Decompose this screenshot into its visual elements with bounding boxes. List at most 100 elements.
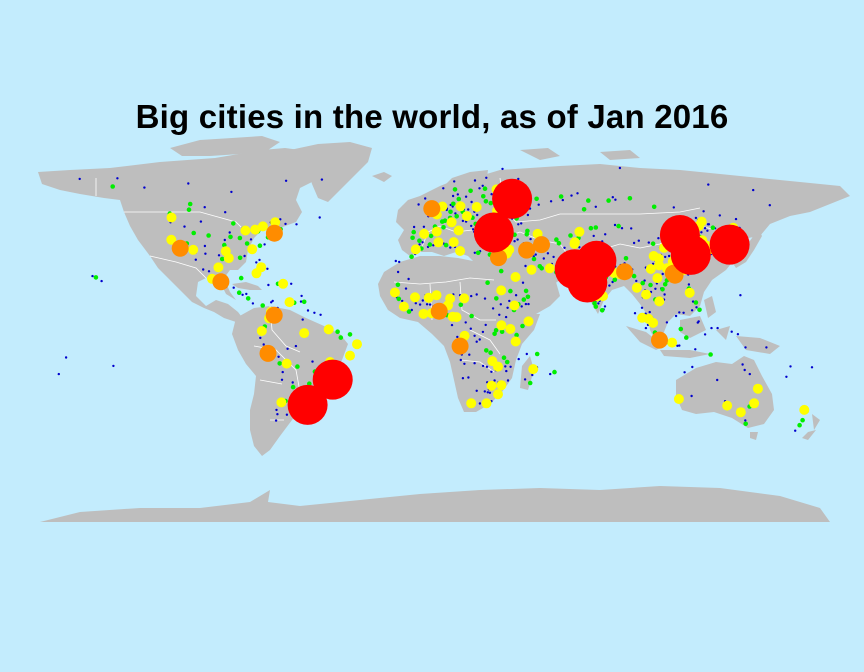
land-masses bbox=[38, 136, 850, 522]
city-marker-tier4-86 bbox=[539, 266, 544, 271]
city-marker-tier5-119 bbox=[614, 198, 617, 201]
city-marker-tier4-135 bbox=[406, 309, 412, 314]
city-marker-tier5-405 bbox=[459, 358, 462, 362]
city-marker-tier3-122 bbox=[523, 316, 534, 327]
city-marker-tier5-359 bbox=[521, 281, 525, 284]
city-marker-tier4-157 bbox=[498, 268, 504, 274]
city-marker-tier4-54 bbox=[452, 187, 458, 192]
city-marker-tier1-6 bbox=[492, 178, 533, 219]
city-marker-tier4-43 bbox=[410, 235, 415, 241]
city-marker-tier3-134 bbox=[799, 404, 810, 415]
city-marker-tier3-26 bbox=[323, 324, 334, 335]
city-marker-tier5-451 bbox=[716, 378, 719, 382]
city-marker-tier3-36 bbox=[455, 201, 466, 212]
city-marker-tier3-2 bbox=[270, 217, 281, 228]
city-marker-tier3-8 bbox=[220, 246, 231, 257]
city-marker-tier5-43 bbox=[280, 378, 284, 381]
city-marker-tier5-286 bbox=[613, 223, 617, 227]
city-marker-tier4-24 bbox=[277, 361, 283, 366]
city-marker-tier5-129 bbox=[517, 177, 520, 181]
city-marker-tier2-13 bbox=[423, 200, 441, 218]
city-marker-tier5-67 bbox=[306, 309, 310, 312]
city-marker-tier5-465 bbox=[789, 365, 792, 368]
city-marker-tier5-336 bbox=[284, 179, 288, 182]
city-marker-tier4-155 bbox=[494, 296, 499, 301]
city-marker-tier3-5 bbox=[166, 234, 177, 245]
city-marker-tier5-147 bbox=[470, 224, 473, 228]
city-marker-tier4-8 bbox=[244, 241, 250, 246]
city-marker-tier5-456 bbox=[785, 375, 788, 378]
city-marker-tier4-72 bbox=[627, 196, 633, 201]
city-marker-tier5-424 bbox=[478, 402, 482, 405]
city-marker-tier5-368 bbox=[499, 303, 502, 306]
city-marker-tier5-83 bbox=[422, 225, 426, 228]
city-marker-tier4-163 bbox=[409, 254, 414, 259]
city-marker-tier4-89 bbox=[525, 294, 531, 300]
city-marker-tier5-458 bbox=[744, 346, 747, 349]
city-marker-tier5-464 bbox=[739, 294, 742, 297]
city-marker-tier5-1 bbox=[249, 238, 253, 241]
city-marker-tier3-104 bbox=[410, 292, 420, 303]
city-marker-tier5-350 bbox=[473, 251, 476, 254]
city-marker-tier5-42 bbox=[281, 370, 284, 374]
city-marker-tier3-109 bbox=[451, 312, 462, 323]
city-marker-tier5-285 bbox=[620, 227, 624, 230]
city-marker-tier5-69 bbox=[319, 313, 322, 316]
city-marker-tier3-113 bbox=[510, 336, 521, 347]
city-marker-tier5-17 bbox=[284, 222, 287, 226]
city-marker-tier4-13 bbox=[228, 234, 233, 240]
city-marker-tier5-221 bbox=[640, 306, 644, 309]
city-marker-tier4-79 bbox=[554, 237, 559, 242]
city-marker-tier5-444 bbox=[744, 419, 747, 422]
city-marker-tier4-55 bbox=[482, 186, 488, 191]
city-marker-tier5-455 bbox=[810, 366, 814, 369]
city-marker-tier5-466 bbox=[112, 364, 115, 368]
city-marker-tier3-133 bbox=[722, 400, 733, 411]
city-marker-tier4-160 bbox=[443, 242, 449, 248]
city-marker-tier5-71 bbox=[290, 282, 293, 285]
city-marker-tier5-93 bbox=[454, 212, 457, 215]
city-marker-tier4-149 bbox=[493, 328, 499, 333]
city-marker-tier4-101 bbox=[599, 308, 605, 313]
city-marker-tier2-14 bbox=[518, 241, 536, 259]
city-marker-tier5-49 bbox=[285, 413, 289, 416]
city-marker-tier3-107 bbox=[459, 293, 470, 304]
city-marker-tier3-128 bbox=[455, 246, 466, 256]
city-marker-tier5-449 bbox=[683, 371, 686, 374]
city-marker-tier1-8 bbox=[554, 249, 595, 290]
city-marker-tier5-218 bbox=[603, 305, 607, 308]
city-marker-tier3-125 bbox=[433, 237, 444, 248]
city-marker-tier5-226 bbox=[665, 321, 669, 324]
city-marker-tier5-135 bbox=[478, 187, 481, 190]
city-marker-tier3-22 bbox=[352, 339, 362, 350]
city-marker-tier4-2 bbox=[206, 233, 211, 238]
map-title: Big cities in the world, as of Jan 2016 bbox=[135, 98, 729, 135]
city-marker-tier5-370 bbox=[491, 307, 495, 310]
city-marker-tier5-31 bbox=[232, 286, 235, 289]
greenland-landmass bbox=[290, 142, 372, 202]
city-marker-tier5-9 bbox=[183, 225, 186, 228]
city-marker-tier3-117 bbox=[493, 389, 503, 400]
city-marker-tier5-110 bbox=[520, 222, 523, 225]
city-marker-tier2-11 bbox=[616, 263, 634, 281]
city-marker-tier5-13 bbox=[255, 261, 258, 264]
city-marker-tier4-52 bbox=[456, 196, 462, 202]
city-marker-tier3-39 bbox=[471, 202, 482, 212]
city-marker-tier5-18 bbox=[295, 223, 298, 226]
new-zealand-landmass bbox=[802, 414, 820, 440]
city-marker-tier5-139 bbox=[442, 187, 445, 190]
city-marker-tier5-4 bbox=[217, 254, 221, 257]
city-marker-tier4-57 bbox=[483, 199, 489, 204]
city-marker-tier3-54 bbox=[569, 237, 580, 248]
city-marker-tier3-118 bbox=[466, 398, 477, 409]
city-marker-tier5-395 bbox=[464, 321, 467, 324]
city-marker-tier5-260 bbox=[643, 279, 646, 282]
city-marker-tier4-69 bbox=[558, 194, 564, 199]
city-marker-tier5-120 bbox=[611, 196, 614, 199]
city-marker-tier5-468 bbox=[57, 372, 60, 376]
city-marker-tier5-72 bbox=[267, 283, 270, 287]
city-marker-tier4-76 bbox=[524, 232, 530, 237]
city-marker-tier5-121 bbox=[672, 206, 675, 209]
city-marker-tier5-228 bbox=[674, 314, 678, 318]
city-marker-tier5-384 bbox=[418, 303, 422, 306]
